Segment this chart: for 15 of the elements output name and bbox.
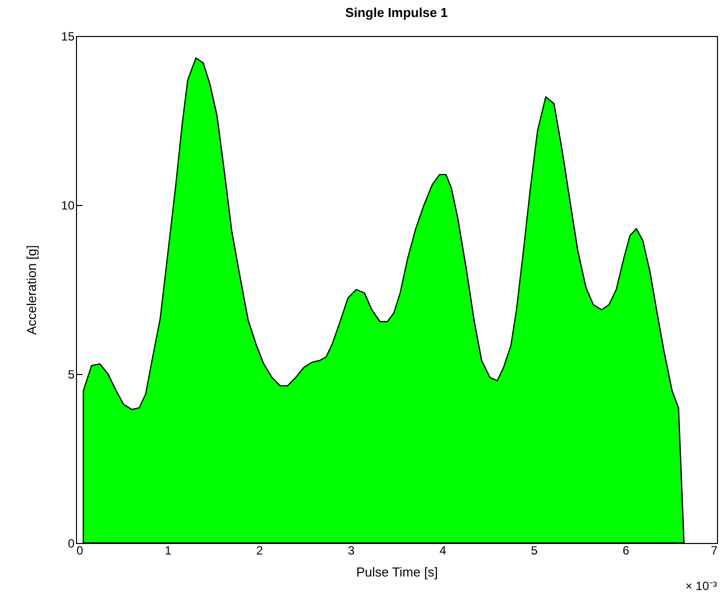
y-tick-label: 10 xyxy=(61,198,75,212)
chart-title: Single Impulse 1 xyxy=(345,5,448,20)
x-tick-label: 7 xyxy=(710,544,718,558)
y-tick-label: 5 xyxy=(68,368,75,382)
x-tick-label: 2 xyxy=(256,544,264,558)
x-tick-label: 5 xyxy=(531,544,538,558)
text: × 10⁻³ xyxy=(685,579,717,593)
x-tick-label: 6 xyxy=(622,544,630,558)
x-axis-title: Pulse Time [s] xyxy=(356,564,438,580)
y-axis-title: Acceleration [g] xyxy=(24,245,40,335)
y-tick-label: 15 xyxy=(61,30,75,44)
x-tick-label: 1 xyxy=(164,544,172,558)
x-tick-label: 4 xyxy=(439,544,446,558)
x-tick-label: 0 xyxy=(76,544,84,558)
x-tick-label: 3 xyxy=(348,544,355,558)
